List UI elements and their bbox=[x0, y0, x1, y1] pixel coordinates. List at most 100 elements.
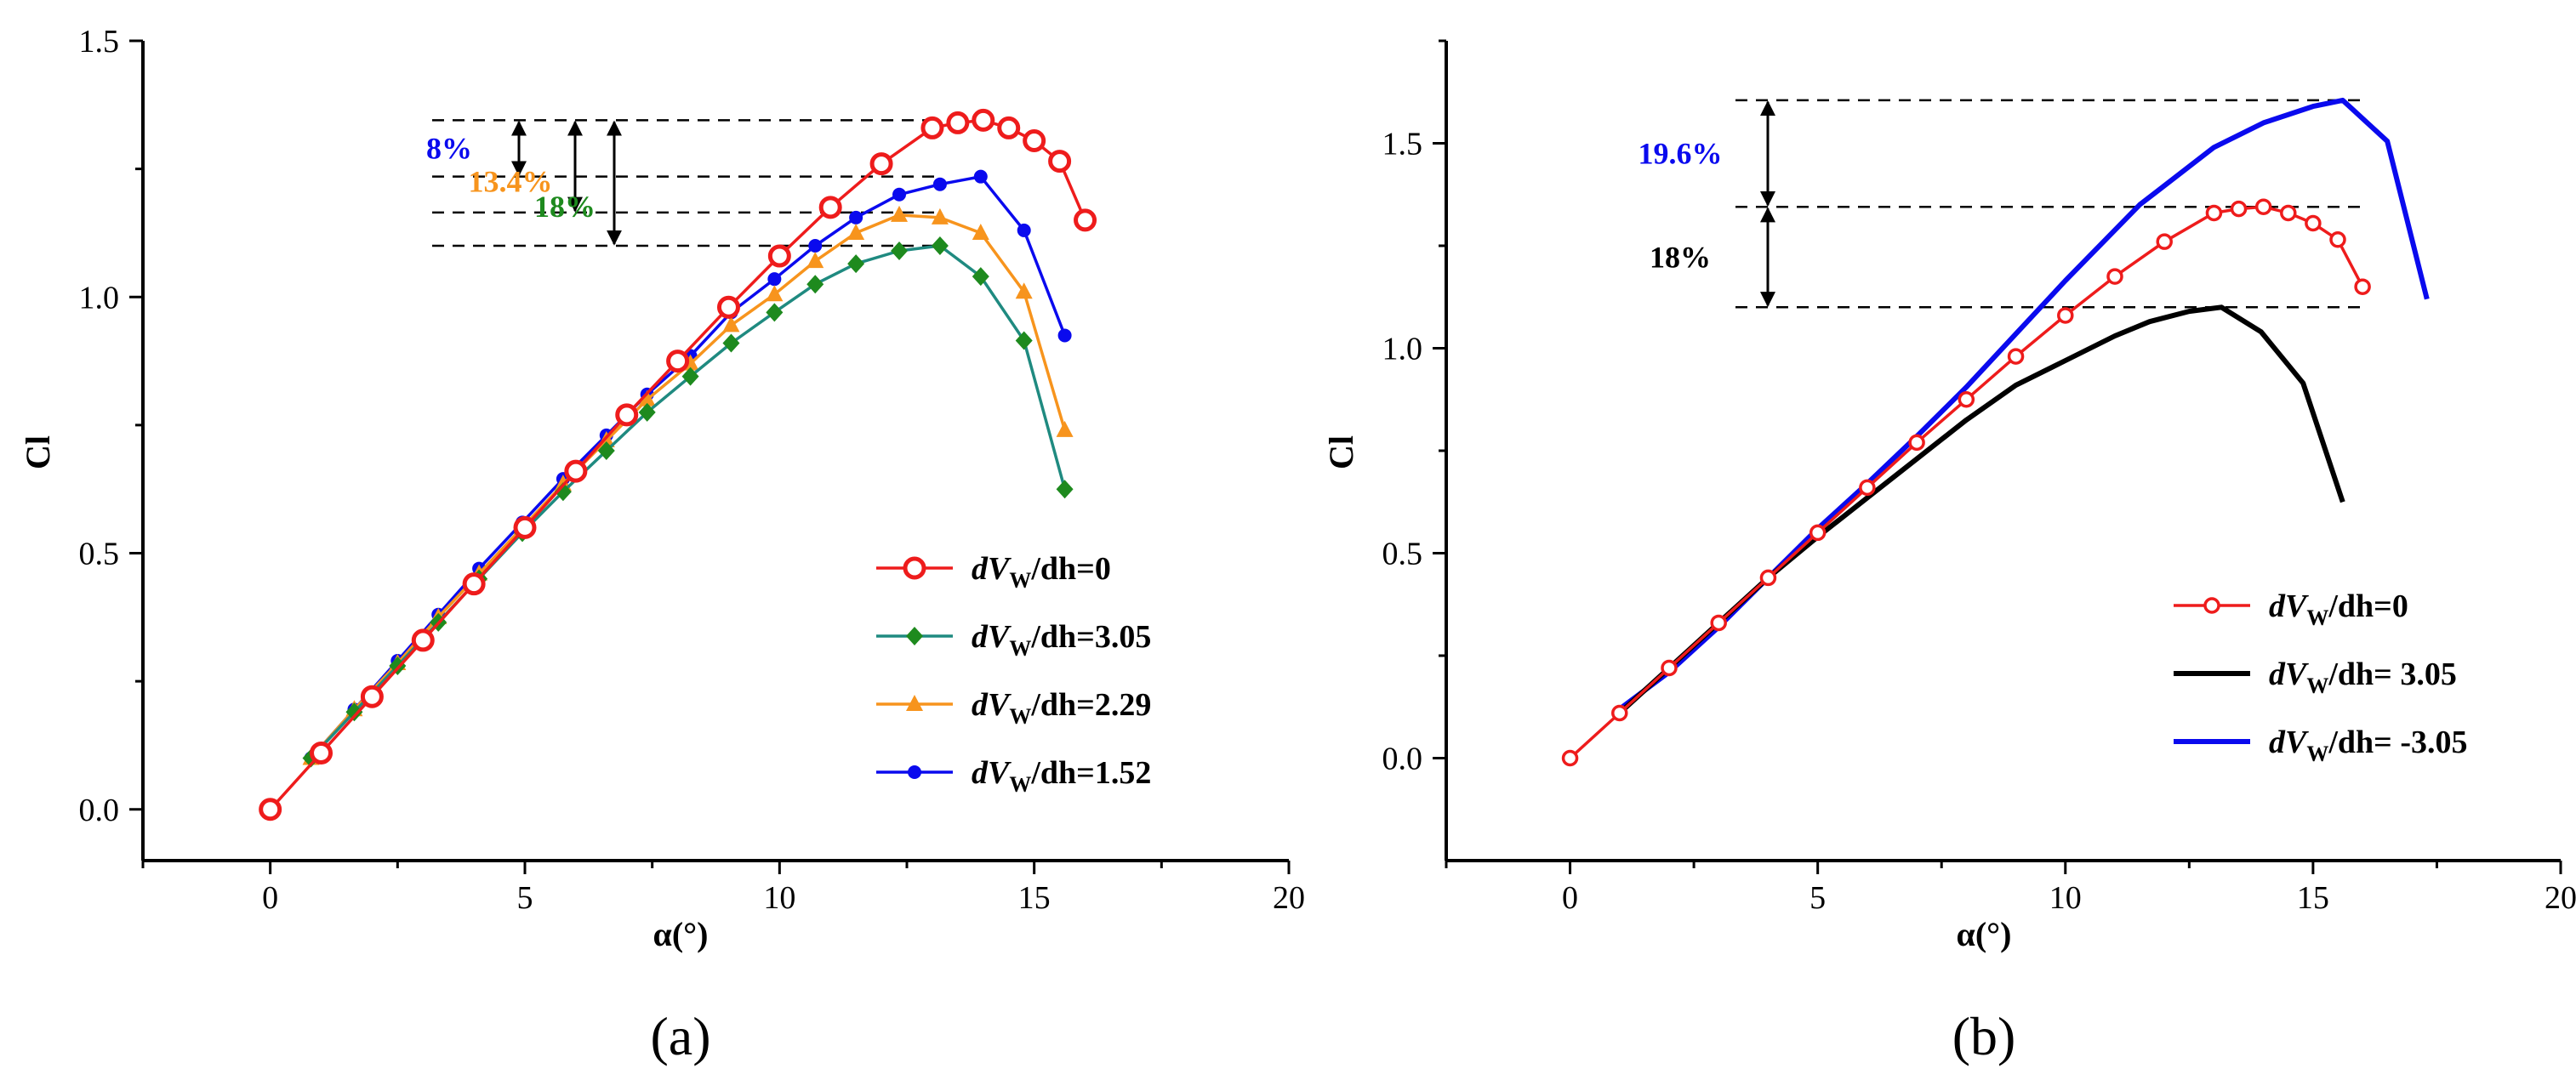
data-point-marker bbox=[908, 765, 921, 779]
legend-label: dVW/dh=3.05 bbox=[972, 619, 1151, 661]
x-tick-label: 10 bbox=[2049, 880, 2082, 916]
x-tick-label: 20 bbox=[2545, 880, 2576, 916]
data-point-marker bbox=[2329, 231, 2346, 248]
data-point-marker bbox=[906, 695, 923, 711]
data-point-marker bbox=[513, 515, 537, 539]
percent-annotation-label: 13.4% bbox=[469, 165, 553, 199]
data-point-marker bbox=[1958, 391, 1975, 408]
data-point-marker bbox=[259, 798, 282, 821]
legend-label-prefix: dV bbox=[972, 619, 1012, 655]
data-point-marker bbox=[360, 685, 384, 708]
data-point-marker bbox=[972, 108, 995, 132]
data-point-marker bbox=[554, 482, 572, 502]
data-point-marker bbox=[1017, 223, 1031, 237]
legend-label-suffix: /dh= 3.05 bbox=[2328, 657, 2456, 692]
legend-label-subscript: W bbox=[1009, 772, 1031, 797]
y-tick-label: 1.0 bbox=[79, 280, 120, 315]
legend-label-suffix: /dh=2.29 bbox=[1030, 687, 1151, 723]
legend-label-prefix: dV bbox=[2269, 725, 2309, 760]
x-tick-label: 5 bbox=[1809, 880, 1826, 916]
data-point-marker bbox=[2230, 200, 2248, 218]
y-tick-label: 1.0 bbox=[1382, 332, 1423, 367]
data-point-marker bbox=[806, 252, 824, 269]
panel-label-a: (a) bbox=[650, 1006, 710, 1066]
data-point-marker bbox=[564, 459, 588, 483]
data-point-marker bbox=[847, 223, 865, 240]
data-point-marker bbox=[597, 441, 615, 460]
data-point-marker bbox=[892, 187, 907, 202]
y-axis-label-b: Cl bbox=[1322, 435, 1360, 469]
legend-label-suffix: /dh=1.52 bbox=[1030, 755, 1151, 791]
legend-label-prefix: dV bbox=[2269, 588, 2309, 624]
data-point-marker bbox=[818, 196, 842, 219]
y-tick-label: 0.5 bbox=[79, 537, 120, 572]
data-point-marker bbox=[2007, 348, 2025, 365]
data-point-marker bbox=[2057, 307, 2074, 324]
data-point-marker bbox=[310, 741, 333, 765]
data-point-marker bbox=[766, 285, 784, 302]
data-point-marker bbox=[1661, 659, 1678, 677]
y-tick-label: 0.0 bbox=[1382, 742, 1423, 777]
x-axis-label-b: α(°) bbox=[1957, 915, 2012, 953]
data-point-marker bbox=[891, 205, 909, 222]
data-point-marker bbox=[2203, 597, 2220, 614]
data-point-marker bbox=[808, 239, 823, 253]
data-point-marker bbox=[2280, 204, 2297, 222]
data-point-marker bbox=[931, 207, 949, 225]
x-tick-label: 20 bbox=[1273, 880, 1305, 916]
series-group-b bbox=[1561, 97, 2430, 767]
legend-label-subscript: W bbox=[2306, 742, 2328, 766]
plot-frame-a bbox=[141, 41, 1289, 862]
y-tick-label: 1.5 bbox=[1382, 127, 1423, 162]
legend-label-prefix: dV bbox=[972, 551, 1012, 587]
chart-panel-a: 0 5 10 15 200.00.51.01.5 8%13.4%18% dVW/dh=0… bbox=[19, 24, 1305, 1066]
x-tick-label: 15 bbox=[1018, 880, 1051, 916]
legend-label-prefix: dV bbox=[2269, 657, 2309, 692]
legend-entry: dVW/dh= 3.05 bbox=[2174, 657, 2457, 698]
data-point-marker bbox=[1056, 420, 1074, 437]
data-point-marker bbox=[932, 177, 947, 191]
series-red-b bbox=[1561, 198, 2371, 767]
data-point-marker bbox=[2354, 278, 2371, 295]
data-point-marker bbox=[722, 333, 740, 353]
data-point-marker bbox=[1074, 208, 1097, 232]
annotations-a: 8%13.4%18% bbox=[426, 119, 934, 247]
legend-label-prefix: dV bbox=[972, 687, 1012, 723]
data-point-marker bbox=[1859, 479, 1876, 497]
series-teal-a bbox=[302, 236, 1074, 768]
legend-label-prefix: dV bbox=[972, 755, 1012, 791]
data-point-marker bbox=[1710, 614, 1727, 632]
legend-entry: dVW/dh=0 bbox=[876, 551, 1111, 593]
data-point-marker bbox=[615, 403, 639, 427]
legend-entry: dVW/dh= -3.05 bbox=[2174, 725, 2468, 766]
data-point-marker bbox=[931, 236, 949, 255]
data-point-marker bbox=[2205, 204, 2223, 222]
series-red-a bbox=[259, 108, 1097, 821]
data-point-marker bbox=[2156, 233, 2173, 250]
data-point-marker bbox=[906, 627, 923, 645]
data-point-marker bbox=[1611, 704, 1628, 722]
legend-label-suffix: /dh=0 bbox=[2328, 588, 2408, 624]
legend-label: dVW/dh= 3.05 bbox=[2269, 657, 2457, 698]
data-point-marker bbox=[767, 244, 791, 268]
data-point-marker bbox=[849, 210, 863, 225]
legend-label-subscript: W bbox=[1009, 704, 1031, 729]
data-point-marker bbox=[1908, 434, 1925, 452]
series-orange-a bbox=[302, 205, 1074, 765]
data-point-marker bbox=[946, 111, 970, 134]
legend-entry: dVW/dh=2.29 bbox=[876, 687, 1151, 729]
legend-label: dVW/dh= -3.05 bbox=[2269, 725, 2468, 766]
y-tick-label: 0.0 bbox=[79, 793, 120, 828]
data-point-marker bbox=[972, 267, 989, 287]
legend-entry: dVW/dh=1.52 bbox=[876, 755, 1151, 797]
data-point-marker bbox=[716, 295, 740, 319]
legend-label: dVW/dh=0 bbox=[972, 551, 1111, 593]
legend-label-suffix: /dh=0 bbox=[1030, 551, 1110, 587]
data-point-marker bbox=[638, 402, 656, 422]
y-tick-label: 0.5 bbox=[1382, 537, 1423, 572]
data-point-marker bbox=[389, 657, 407, 676]
x-tick-label: 0 bbox=[1562, 880, 1578, 916]
percent-annotation-label: 18% bbox=[534, 190, 596, 224]
data-point-marker bbox=[681, 367, 699, 386]
